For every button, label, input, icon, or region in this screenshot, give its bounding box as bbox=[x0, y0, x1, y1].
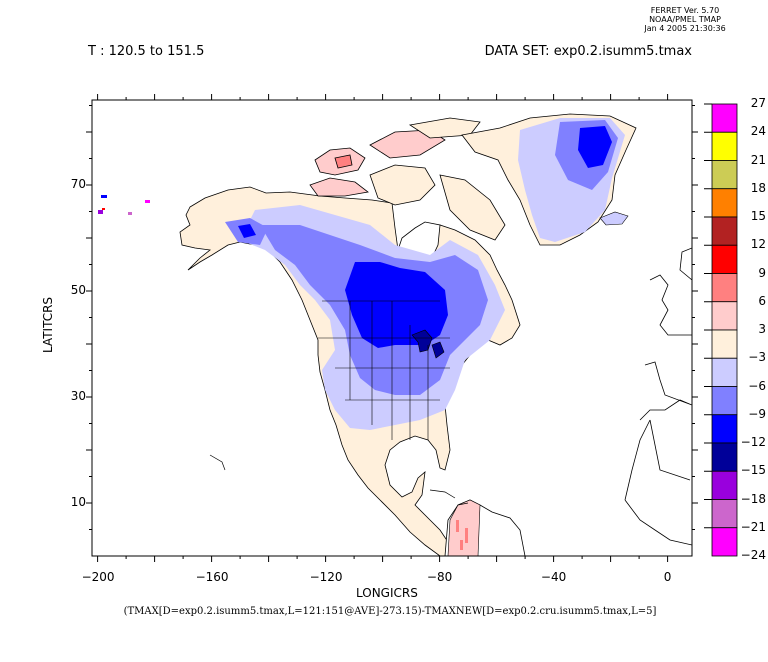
arctic-islands bbox=[309, 117, 506, 241]
colorbar-label: 12 bbox=[750, 237, 766, 252]
colorbar-swatch bbox=[711, 103, 738, 133]
x-axis-title: LONGICRS bbox=[356, 586, 418, 600]
colorbar-label: −21 bbox=[740, 519, 766, 534]
europe-africa-outline bbox=[624, 247, 692, 546]
colorbar-label: −3 bbox=[748, 350, 766, 365]
colorbar-swatch bbox=[711, 414, 738, 444]
colorbar-label: −15 bbox=[740, 463, 766, 478]
colorbar-swatch bbox=[711, 301, 738, 331]
south-america-hot-spots bbox=[456, 520, 468, 550]
x-tick-label: −80 bbox=[426, 570, 453, 584]
colorbar-label: 3 bbox=[758, 322, 766, 336]
axis-ticks bbox=[86, 94, 698, 562]
colorbar-swatch bbox=[711, 244, 738, 274]
colorbar-label: −18 bbox=[740, 491, 766, 506]
colorbar-swatch bbox=[711, 216, 738, 246]
colorbar-swatch bbox=[711, 329, 738, 359]
ferret-timestamp: Jan 4 2005 21:30:36 bbox=[644, 24, 726, 33]
x-tick-label: 0 bbox=[663, 570, 672, 584]
colorbar-label: 6 bbox=[758, 293, 766, 308]
plot-frame bbox=[91, 99, 693, 557]
colorbar-label: −24 bbox=[740, 548, 766, 562]
ferret-version-stamp: FERRET Ver. 5.70 NOAA/PMEL TMAP Jan 4 20… bbox=[630, 6, 740, 33]
colorbar-swatch bbox=[711, 160, 738, 190]
map-layer bbox=[98, 113, 692, 556]
iceland bbox=[599, 211, 629, 226]
colorbar-label: 9 bbox=[758, 265, 766, 280]
y-tick-label: 70 bbox=[70, 177, 86, 191]
y-tick-label: 10 bbox=[70, 495, 86, 509]
colorbar-label: −6 bbox=[748, 378, 766, 393]
colorbar-label: 24 bbox=[750, 124, 766, 139]
greenland-cold-strong bbox=[578, 126, 612, 168]
dataset-label: DATA SET: exp0.2.isumm5.tmax bbox=[484, 44, 692, 59]
colorbar-label: 21 bbox=[750, 152, 766, 167]
colorbar-swatch bbox=[711, 386, 738, 416]
ferret-version: FERRET Ver. 5.70 bbox=[650, 6, 720, 15]
y-tick-label: 50 bbox=[70, 283, 86, 297]
colorbar-label: 27 bbox=[750, 96, 766, 110]
colorbar-label: 15 bbox=[750, 209, 766, 223]
colorbar-swatch bbox=[711, 442, 738, 472]
colorbar-swatch bbox=[711, 357, 738, 387]
state-boundaries bbox=[318, 300, 450, 440]
colorbar-swatch bbox=[711, 188, 738, 218]
colorbar-swatch bbox=[711, 499, 738, 529]
x-tick-label: −160 bbox=[195, 570, 229, 584]
x-tick-label: −200 bbox=[81, 570, 115, 584]
cold-anomaly-alaska-core bbox=[238, 224, 256, 238]
x-tick-label: −40 bbox=[540, 570, 567, 584]
time-range-label: T : 120.5 to 151.5 bbox=[88, 44, 205, 59]
y-tick-label: 30 bbox=[70, 389, 86, 403]
colorbar-label: −9 bbox=[748, 406, 766, 421]
colorbar-swatch bbox=[711, 470, 738, 500]
colorbar-swatch bbox=[711, 273, 738, 303]
south-america-warm bbox=[447, 499, 481, 556]
cold-anomaly-strong bbox=[345, 262, 448, 348]
caribbean-islands bbox=[209, 454, 469, 506]
colorbar-swatch bbox=[711, 527, 738, 557]
siberian-specks bbox=[98, 195, 150, 215]
colorbar bbox=[704, 103, 738, 557]
colorbar-label: −12 bbox=[740, 435, 766, 449]
ferret-org: NOAA/PMEL TMAP bbox=[649, 15, 721, 24]
plot-expression: (TMAX[D=exp0.2.isumm5.tmax,L=121:151@AVE… bbox=[123, 606, 657, 617]
x-tick-label: −120 bbox=[309, 570, 343, 584]
y-axis-title: LATITCRS bbox=[41, 296, 56, 354]
colorbar-swatch bbox=[711, 131, 738, 161]
colorbar-label: 18 bbox=[750, 180, 766, 195]
